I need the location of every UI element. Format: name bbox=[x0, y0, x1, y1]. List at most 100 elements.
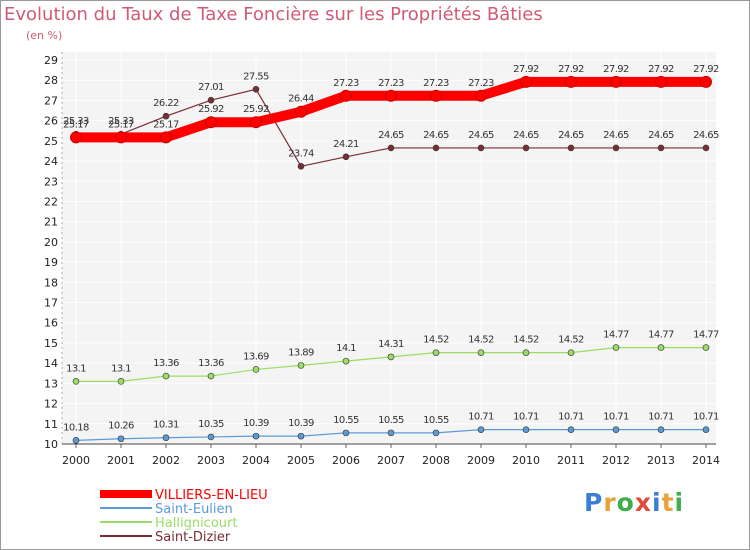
data-label: 23.74 bbox=[288, 148, 314, 159]
y-tick-label: 19 bbox=[44, 256, 58, 269]
y-tick-label: 24 bbox=[44, 155, 58, 168]
data-label: 25.33 bbox=[63, 116, 89, 127]
data-label: 10.71 bbox=[558, 412, 584, 423]
logo-letter: o bbox=[616, 488, 635, 517]
logo-letter: i bbox=[674, 488, 685, 517]
data-point bbox=[657, 426, 665, 433]
data-label: 26.22 bbox=[153, 98, 179, 109]
data-label: 27.23 bbox=[378, 78, 404, 89]
proxiti-logo: Proxiti bbox=[584, 488, 684, 517]
data-point bbox=[117, 378, 125, 385]
legend-label: VILLIERS-EN-LIEU bbox=[155, 488, 268, 503]
data-point bbox=[432, 429, 440, 437]
data-point bbox=[70, 131, 82, 144]
x-tick-label: 2002 bbox=[152, 454, 180, 467]
data-label: 27.23 bbox=[333, 78, 359, 89]
data-point bbox=[612, 144, 620, 152]
data-label: 14.77 bbox=[693, 330, 719, 341]
data-point bbox=[567, 349, 575, 356]
data-point bbox=[387, 144, 395, 152]
data-point bbox=[117, 435, 125, 443]
y-tick-label: 25 bbox=[44, 135, 58, 148]
data-point bbox=[295, 105, 307, 118]
data-label: 24.65 bbox=[513, 130, 539, 141]
chart-title: Evolution du Taux de Taxe Foncière sur l… bbox=[4, 4, 543, 25]
data-label: 25.92 bbox=[198, 104, 224, 115]
data-label: 14.52 bbox=[558, 335, 584, 346]
data-point bbox=[387, 353, 395, 361]
x-tick-label: 2000 bbox=[62, 454, 90, 467]
x-tick-label: 2004 bbox=[242, 454, 270, 467]
data-point bbox=[475, 89, 487, 102]
data-point bbox=[567, 426, 575, 433]
data-label: 14.77 bbox=[648, 330, 674, 341]
y-tick-label: 27 bbox=[44, 94, 58, 107]
data-label: 10.71 bbox=[648, 412, 674, 423]
data-point bbox=[387, 429, 395, 437]
data-label: 13.69 bbox=[243, 351, 269, 362]
y-tick-label: 14 bbox=[44, 357, 58, 370]
data-label: 24.65 bbox=[468, 130, 494, 141]
data-point bbox=[342, 153, 350, 161]
data-point bbox=[252, 366, 260, 373]
data-label: 27.23 bbox=[468, 78, 494, 89]
data-label: 14.77 bbox=[603, 330, 629, 341]
data-label: 10.71 bbox=[513, 412, 539, 423]
y-tick-label: 28 bbox=[44, 74, 58, 87]
data-point bbox=[522, 349, 530, 356]
data-point bbox=[207, 433, 215, 441]
y-tick-label: 16 bbox=[44, 317, 58, 330]
data-label: 13.36 bbox=[153, 358, 179, 369]
data-point bbox=[432, 349, 440, 356]
x-tick-label: 2010 bbox=[512, 454, 540, 467]
data-point bbox=[520, 75, 532, 88]
data-label: 13.1 bbox=[66, 363, 86, 374]
data-point bbox=[612, 426, 620, 433]
data-label: 27.01 bbox=[198, 82, 224, 93]
data-label: 27.92 bbox=[558, 64, 584, 75]
data-label: 27.92 bbox=[648, 64, 674, 75]
data-label: 10.55 bbox=[333, 415, 359, 426]
data-label: 25.92 bbox=[243, 104, 269, 115]
x-tick-label: 2006 bbox=[332, 454, 360, 467]
data-label: 10.18 bbox=[63, 422, 89, 433]
data-point bbox=[252, 432, 260, 440]
data-point bbox=[162, 112, 170, 120]
data-label: 13.89 bbox=[288, 347, 314, 358]
y-axis-unit: (en %) bbox=[26, 29, 63, 42]
data-label: 24.65 bbox=[423, 130, 449, 141]
x-tick-label: 2003 bbox=[197, 454, 225, 467]
data-label: 10.55 bbox=[378, 415, 404, 426]
data-label: 24.65 bbox=[693, 130, 719, 141]
data-point bbox=[432, 144, 440, 152]
data-label: 10.39 bbox=[243, 418, 269, 429]
logo-letter: i bbox=[652, 488, 662, 517]
data-label: 13.1 bbox=[111, 363, 131, 374]
data-point bbox=[657, 344, 665, 351]
logo-letter: x bbox=[634, 488, 652, 517]
data-point bbox=[252, 86, 260, 93]
x-tick-label: 2009 bbox=[467, 454, 495, 467]
data-label: 10.71 bbox=[468, 412, 494, 423]
data-label: 10.31 bbox=[153, 420, 179, 431]
data-point bbox=[205, 116, 217, 129]
data-point bbox=[162, 372, 170, 380]
data-point bbox=[385, 89, 397, 102]
data-label: 25.17 bbox=[153, 119, 179, 130]
data-point bbox=[162, 434, 170, 442]
data-point bbox=[342, 429, 350, 437]
data-label: 24.65 bbox=[378, 130, 404, 141]
y-tick-label: 26 bbox=[44, 115, 58, 128]
data-point bbox=[72, 437, 80, 444]
data-point bbox=[430, 89, 442, 102]
y-tick-label: 29 bbox=[44, 54, 58, 67]
data-point bbox=[565, 75, 577, 88]
data-label: 26.44 bbox=[288, 94, 314, 105]
legend-label: Saint-Eulien bbox=[155, 502, 233, 517]
data-point bbox=[700, 75, 712, 88]
y-tick-label: 21 bbox=[44, 216, 58, 229]
legend-label: Saint-Dizier bbox=[155, 530, 231, 545]
data-point bbox=[160, 131, 172, 144]
legend-label: Hallignicourt bbox=[155, 516, 237, 531]
data-label: 27.55 bbox=[243, 71, 269, 82]
